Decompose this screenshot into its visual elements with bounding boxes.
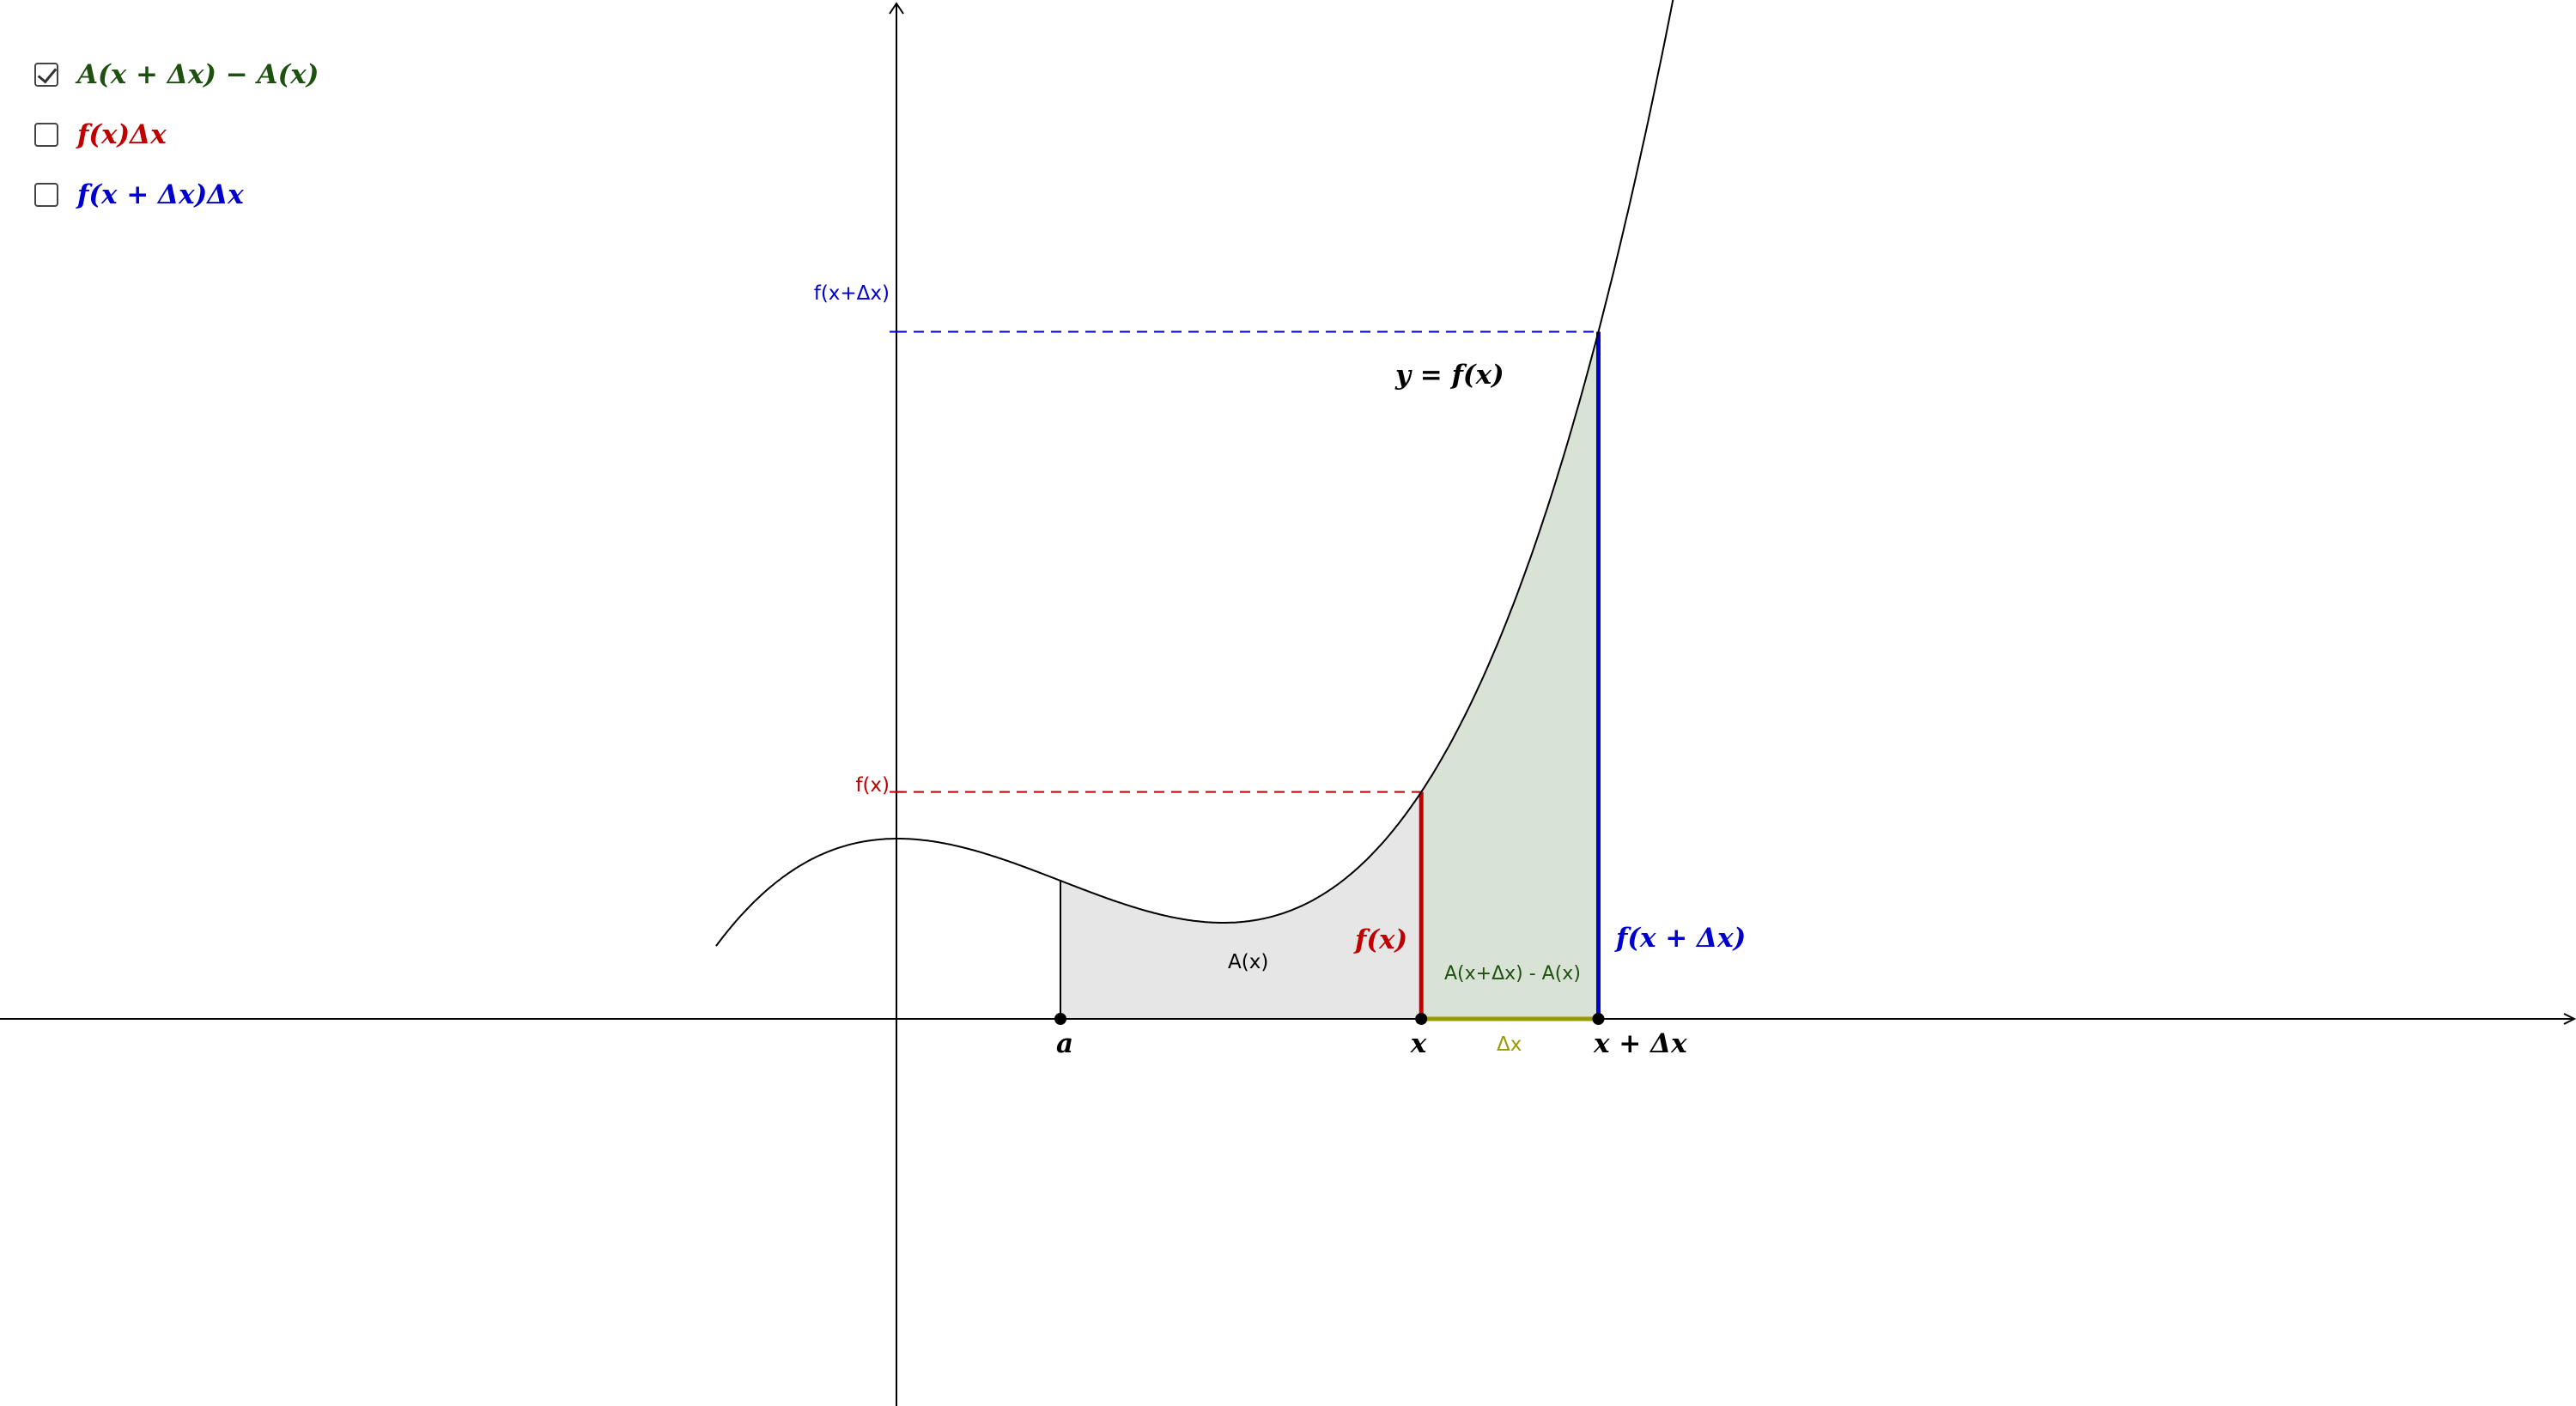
fx-segment-label: f(x) (1353, 924, 1407, 955)
area-difference-label: A(x+Δx) - A(x) (1444, 963, 1581, 985)
point-x[interactable] (1415, 1013, 1428, 1025)
a-label: a (1056, 1028, 1073, 1059)
checkbox-row-area-difference[interactable]: A(x + Δx) − A(x) (34, 45, 319, 105)
checkbox-panel: A(x + Δx) − A(x) f(x)Δx f(x + Δx)Δx (34, 45, 319, 225)
fxdx-axis-label: f(x+Δx) (814, 282, 890, 305)
y-axis-arrow-icon (889, 2, 904, 15)
checkbox-fx-dx[interactable] (34, 123, 58, 147)
function-curve (715, 0, 1674, 947)
checkbox-row-fxdx-dx[interactable]: f(x + Δx)Δx (34, 165, 319, 225)
checkbox-area-difference[interactable] (34, 63, 58, 87)
x-label: x (1410, 1028, 1427, 1059)
fx-axis-label: f(x) (855, 774, 890, 797)
fxdx-segment-label: f(x + Δx) (1614, 923, 1746, 954)
x-plus-dx-label: x + Δx (1593, 1028, 1687, 1059)
checkbox-label-fxdx-dx: f(x + Δx)Δx (77, 179, 244, 210)
delta-x-label: Δx (1497, 1033, 1522, 1056)
checkbox-label-fx-dx: f(x)Δx (77, 119, 167, 150)
checkbox-fxdx-dx[interactable] (34, 183, 58, 207)
point-x-plus-dx[interactable] (1592, 1013, 1605, 1025)
area-under-curve (1060, 791, 1422, 1019)
area-label: A(x) (1228, 951, 1268, 973)
checkbox-label-area-difference: A(x + Δx) − A(x) (77, 59, 319, 90)
area-difference-region (1421, 331, 1599, 1019)
checkbox-row-fx-dx[interactable]: f(x)Δx (34, 105, 319, 165)
curve-label: y = f(x) (1394, 360, 1504, 391)
point-a[interactable] (1054, 1013, 1066, 1025)
